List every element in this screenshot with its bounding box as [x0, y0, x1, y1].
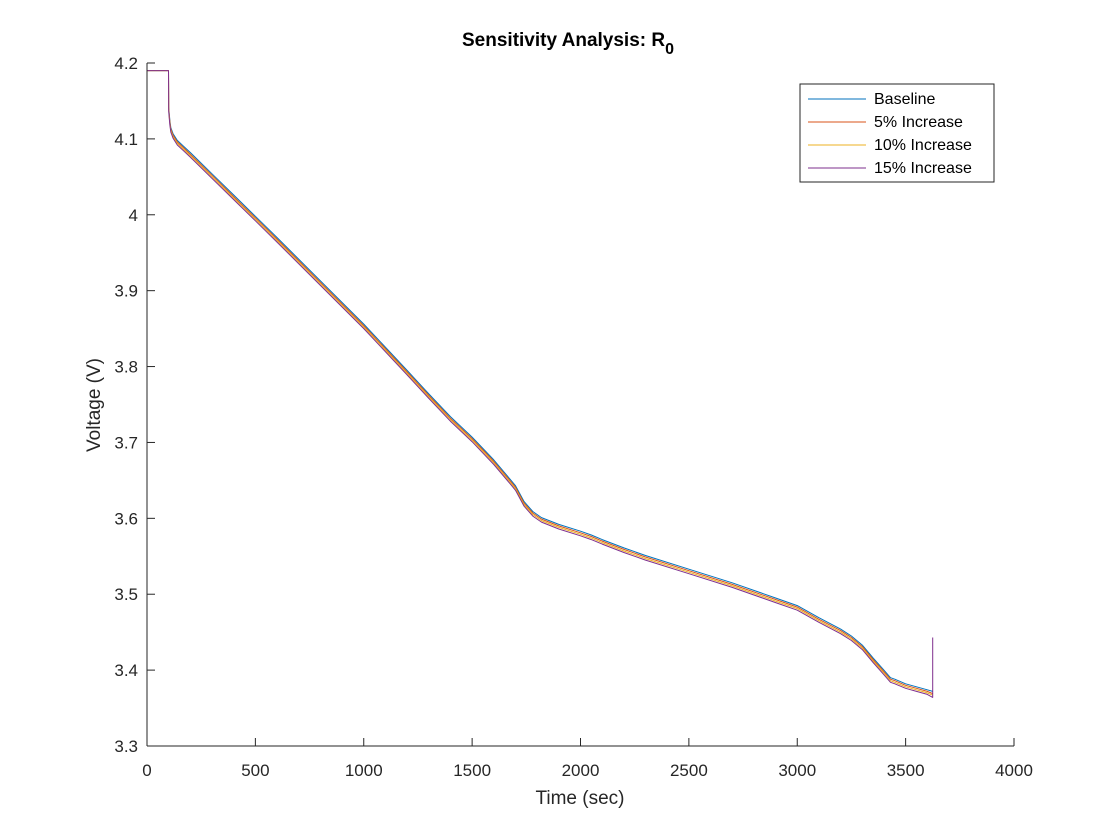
series-line-1: [147, 70, 933, 695]
y-tick-label: 3.6: [114, 509, 138, 528]
series-line-0: [147, 70, 933, 692]
y-tick-label: 3.9: [114, 282, 138, 301]
legend-label: 5% Increase: [874, 114, 963, 131]
legend-label: 15% Increase: [874, 160, 972, 177]
series-line-2: [147, 70, 933, 696]
x-tick-label: 3500: [887, 761, 925, 780]
legend-label: 10% Increase: [874, 137, 972, 154]
x-tick-label: 3000: [778, 761, 816, 780]
y-tick-label: 3.4: [114, 661, 138, 680]
legend-box: [799, 83, 995, 183]
y-tick-label: 4.1: [114, 130, 138, 149]
y-tick-label: 3.7: [114, 433, 138, 452]
x-ticks: 0 500 1000 1500 2000 2500 3000 3500 4000: [142, 738, 1033, 780]
x-tick-label: 2000: [562, 761, 600, 780]
series-layer: [147, 70, 934, 698]
y-tick-label: 3.5: [114, 585, 138, 604]
x-axis-label: Time (sec): [535, 788, 624, 809]
y-tick-label: 4: [129, 206, 138, 225]
x-tick-label: 0: [142, 761, 151, 780]
y-axis-label: Voltage (V): [84, 358, 105, 452]
x-tick-label: 1500: [453, 761, 491, 780]
x-tick-label: 1000: [345, 761, 383, 780]
x-tick-label: 500: [241, 761, 269, 780]
legend: Baseline 5% Increase 10% Increase 15% Incre…: [799, 83, 995, 183]
series-line-3: [147, 70, 934, 698]
chart-title-text: Sensitivity Analysis: R: [462, 30, 665, 51]
y-ticks: 3.3 3.4 3.5 3.6 3.7 3.8 3.9 4 4.1 4.2: [114, 54, 155, 756]
y-tick-label: 4.2: [114, 54, 138, 73]
x-tick-label: 2500: [670, 761, 708, 780]
legend-label: Baseline: [874, 91, 935, 108]
chart-title-subscript: 0: [665, 41, 674, 58]
plot-area: 0 500 1000 1500 2000 2500 3000 3500 4000 3.33.43…: [114, 54, 1033, 780]
y-tick-label: 3.8: [114, 358, 138, 377]
x-tick-label: 4000: [995, 761, 1033, 780]
chart-title: Sensitivity Analysis: R0: [462, 30, 674, 58]
y-tick-label: 3.3: [114, 737, 138, 756]
